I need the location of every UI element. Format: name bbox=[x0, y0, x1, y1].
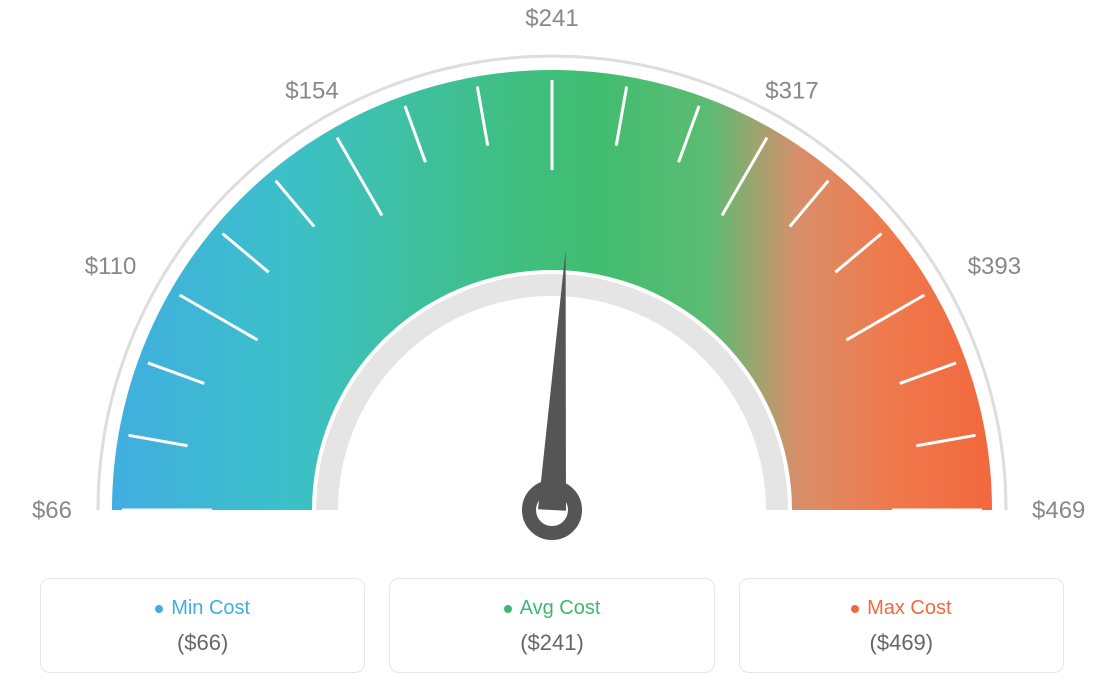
svg-text:$393: $393 bbox=[968, 253, 1021, 280]
legend-title-max: Max Cost bbox=[740, 597, 1063, 620]
legend-label-max: Max Cost bbox=[867, 597, 951, 620]
legend-value-min: ($66) bbox=[41, 630, 364, 656]
legend-label-min: Min Cost bbox=[171, 597, 250, 620]
legend-title-avg: Avg Cost bbox=[390, 597, 713, 620]
legend-row: Min Cost ($66) Avg Cost ($241) Max Cost … bbox=[0, 578, 1104, 673]
legend-value-avg: ($241) bbox=[390, 630, 713, 656]
cost-gauge: $66 $110 $154 $241 $317 $393 $469 bbox=[0, 0, 1104, 560]
svg-text:$469: $469 bbox=[1032, 497, 1085, 524]
legend-value-max: ($469) bbox=[740, 630, 1063, 656]
legend-box-avg: Avg Cost ($241) bbox=[389, 578, 714, 673]
legend-dot-avg bbox=[504, 605, 512, 613]
legend-dot-min bbox=[155, 605, 163, 613]
svg-text:$110: $110 bbox=[85, 253, 137, 280]
gauge-svg: $66 $110 $154 $241 $317 $393 $469 bbox=[0, 0, 1104, 560]
svg-text:$317: $317 bbox=[765, 77, 818, 104]
svg-text:$66: $66 bbox=[32, 497, 72, 524]
svg-text:$241: $241 bbox=[525, 5, 578, 32]
legend-label-avg: Avg Cost bbox=[520, 597, 601, 620]
legend-title-min: Min Cost bbox=[41, 597, 364, 620]
legend-box-min: Min Cost ($66) bbox=[40, 578, 365, 673]
legend-dot-max bbox=[851, 605, 859, 613]
svg-text:$154: $154 bbox=[285, 77, 338, 104]
legend-box-max: Max Cost ($469) bbox=[739, 578, 1064, 673]
